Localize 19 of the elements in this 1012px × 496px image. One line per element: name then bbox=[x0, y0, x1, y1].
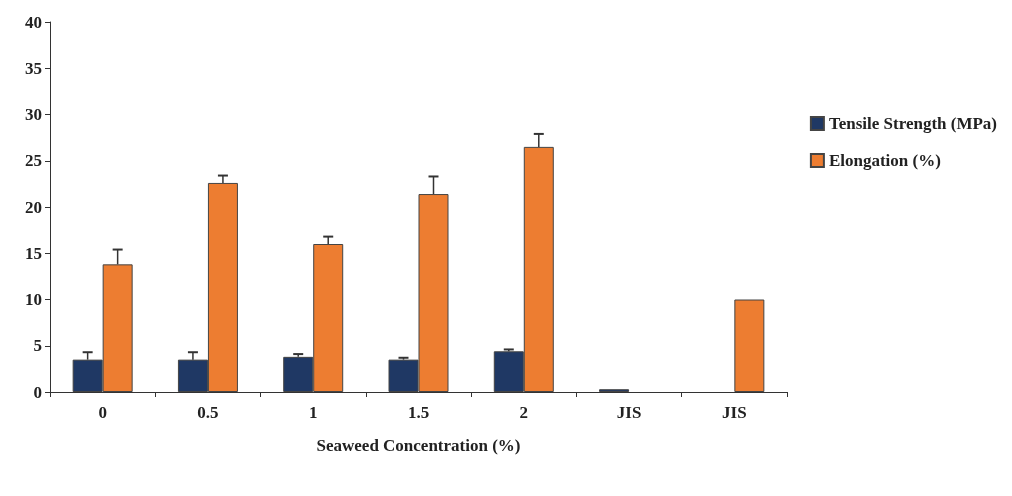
x-tick-label: 1.5 bbox=[407, 403, 430, 422]
legend-label: Tensile Strength (MPa) bbox=[828, 114, 997, 133]
y-tick-label: 25 bbox=[25, 151, 42, 171]
y-tick-label: 0 bbox=[33, 382, 42, 402]
x-tick-label: 0.5 bbox=[197, 403, 219, 422]
y-tick-label: 10 bbox=[25, 290, 42, 309]
x-tick-label: 0 bbox=[98, 403, 107, 422]
legend-label: Elongation (%) bbox=[828, 151, 941, 170]
x-tick-label: JIS bbox=[616, 403, 642, 422]
y-tick-label: 20 bbox=[25, 197, 42, 217]
x-tick-label: JIS bbox=[722, 403, 747, 422]
x-tick-label: 1 bbox=[308, 403, 318, 422]
x-tick-label: 2 bbox=[519, 403, 529, 422]
y-tick-label: 40 bbox=[25, 12, 42, 32]
y-tick-label: 5 bbox=[33, 336, 42, 356]
y-tick-label: 35 bbox=[25, 58, 42, 78]
y-tick-label: 30 bbox=[25, 105, 42, 124]
x-axis-title: Seaweed Concentration (%) bbox=[316, 435, 521, 455]
y-tick-label: 15 bbox=[25, 243, 42, 263]
